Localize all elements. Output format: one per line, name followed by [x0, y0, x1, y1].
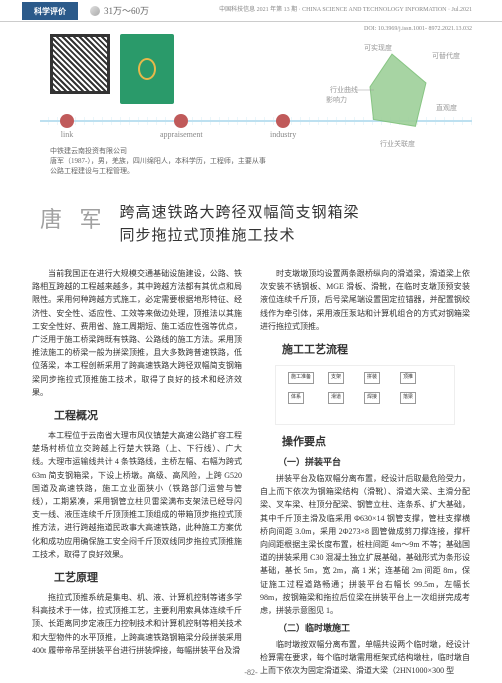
continuation-paragraph: 时支墩墩顶均设置两条跟桥纵向的滑道梁，滑道梁上依次安装不锈钢板、MGE 滑板、滑…: [260, 267, 470, 333]
node-label: industry: [270, 130, 296, 139]
svg-text:影响力: 影响力: [326, 95, 347, 104]
section-heading: 工程概况: [32, 407, 242, 425]
journal-meta: 中国科技信息 2021 年第 13 期 · CHINA SCIENCE AND …: [219, 4, 472, 13]
svg-text:可实现度: 可实现度: [364, 43, 392, 52]
affiliation-block: 中铁建云南投资有限公司 唐军（1987-），男，羌族，四川绵阳人，本科学历，工程…: [50, 147, 270, 176]
author-name: 唐 军: [40, 202, 108, 234]
radar-chart: 可实现度可替代度直观度行业关联度 影响力行业曲线: [312, 32, 472, 162]
affiliation-org: 中铁建云南投资有限公司: [50, 147, 270, 157]
affiliation-bio: 唐军（1987-），男，羌族，四川绵阳人，本科学历，工程师，主要从事公路工程建设…: [50, 157, 270, 177]
flow-box: 滑道: [328, 392, 344, 404]
node-dot-icon: [276, 114, 290, 128]
body-columns: 当前我国正在进行大规模交通基础设施建设，公路、铁路相互跨越的工程越来越多，其中跨…: [0, 267, 502, 680]
flow-box: 拼装: [364, 372, 380, 384]
flow-diagram: 施工准备 支架 拼装 顶推体系 滑道 焊接 落梁: [275, 365, 455, 425]
node-appraisement: appraisement: [160, 114, 203, 139]
node-link: link: [60, 114, 74, 139]
flow-box: 落梁: [400, 392, 416, 404]
title-block: 唐 军 跨高速铁路大跨径双幅简支钢箱梁 同步拖拉式顶推施工技术: [0, 202, 502, 247]
node-industry: industry: [270, 114, 296, 139]
flow-box: 体系: [288, 392, 304, 404]
principle-paragraph: 拖拉式顶推系统是集电、机、液、计算机控制等诸多学科高技术于一体，拉式顶推工艺，主…: [32, 591, 242, 657]
node-dot-icon: [174, 114, 188, 128]
svg-text:可替代度: 可替代度: [432, 51, 460, 60]
breadcrumb-dot-icon: [90, 6, 100, 16]
breadcrumb: 31万～60万: [90, 4, 149, 17]
category-badge: 科学评价: [22, 2, 78, 20]
sub-heading: （二）临时墩施工: [260, 621, 470, 636]
flow-box: 顶推: [400, 372, 416, 384]
paper-title: 跨高速铁路大跨径双幅简支钢箱梁 同步拖拉式顶推施工技术: [120, 202, 360, 247]
temp-pier-paragraph: 临时墩按双幅分离布置，单幅共设两个临时墩，经设计检算需在要求，每个临时墩需用框架…: [260, 638, 470, 678]
right-column: 时支墩墩顶均设置两条跟桥纵向的滑道梁，滑道梁上依次安装不锈钢板、MGE 滑板、滑…: [260, 267, 470, 680]
section-heading: 工艺原理: [32, 569, 242, 587]
node-dot-icon: [60, 114, 74, 128]
assembly-platform-paragraph: 拼装平台及临双幅分离布置，经设计后取最危险受力，自上而下依次为钢箱梁结构（滑靴）…: [260, 472, 470, 617]
flow-box: 施工准备: [288, 372, 314, 384]
title-line-2: 同步拖拉式顶推施工技术: [120, 225, 360, 248]
price-range-text: 31万～60万: [104, 4, 149, 17]
section-heading: 操作要点: [260, 433, 470, 451]
certificate-seal-icon: [138, 58, 156, 80]
node-label: appraisement: [160, 130, 203, 139]
certificate-card: [120, 34, 174, 104]
flow-box: 焊接: [364, 392, 380, 404]
overview-paragraph: 本工程位于云南省大理市风仪镇楚大高速公路扩容工程楚场村桥位立交跨越上行楚大铁路（…: [32, 429, 242, 561]
flow-box: 支架: [328, 372, 344, 384]
title-line-1: 跨高速铁路大跨径双幅简支钢箱梁: [120, 202, 360, 225]
radar-svg: 可实现度可替代度直观度行业关联度 影响力行业曲线: [312, 32, 472, 162]
page-number: -82-: [244, 668, 257, 677]
header-bar: 科学评价 31万～60万 中国科技信息 2021 年第 13 期 · CHINA…: [0, 0, 502, 22]
section-heading: 施工工艺流程: [260, 341, 470, 359]
sub-heading: （一）拼装平台: [260, 455, 470, 470]
qr-code: [50, 34, 110, 94]
svg-text:直观度: 直观度: [436, 103, 457, 112]
left-column: 当前我国正在进行大规模交通基础设施建设，公路、铁路相互跨越的工程越来越多，其中跨…: [32, 267, 242, 680]
qr-pattern-icon: [50, 34, 110, 94]
intro-paragraph: 当前我国正在进行大规模交通基础设施建设，公路、铁路相互跨越的工程越来越多，其中跨…: [32, 267, 242, 399]
svg-text:行业曲线: 行业曲线: [330, 85, 358, 94]
node-label: link: [61, 130, 73, 139]
svg-text:行业关联度: 行业关联度: [380, 139, 415, 148]
top-section: DOI: 10.3969/j.issn.1001- 8972.2021.13.0…: [0, 22, 502, 172]
